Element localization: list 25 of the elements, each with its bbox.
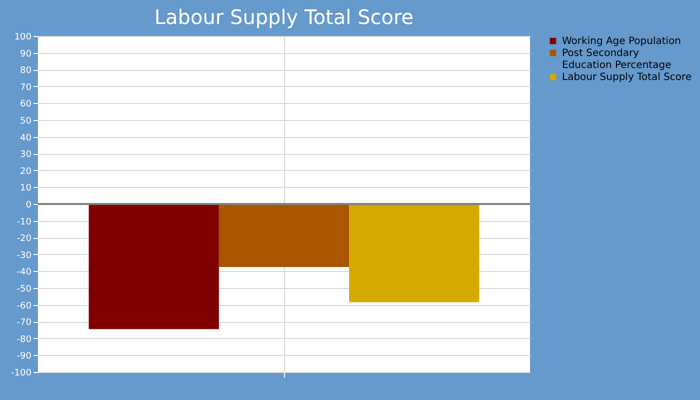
chart-title: Labour Supply Total Score <box>154 5 414 29</box>
y-tick-label: -50 <box>16 284 32 294</box>
y-tick-label: -90 <box>16 352 32 362</box>
y-tick-label: -10 <box>16 217 32 228</box>
legend-label: Post Secondary Education Percentage <box>562 48 672 71</box>
y-tick-label: 10 <box>20 184 32 194</box>
y-tick-label: -70 <box>16 318 32 328</box>
y-tick-label: -40 <box>16 268 32 278</box>
y-tick-label: 40 <box>20 133 32 144</box>
y-tick-label: 90 <box>20 49 32 60</box>
y-tick-label: -100 <box>11 368 32 378</box>
y-tick-label: 20 <box>20 166 32 177</box>
legend-label: Working Age Population <box>562 36 682 47</box>
legend-label: Labour Supply Total Score <box>562 72 692 83</box>
y-tick-label: 30 <box>20 150 32 160</box>
y-tick-label: -60 <box>16 301 32 312</box>
y-tick-label: 100 <box>14 32 32 42</box>
y-tick-label: 80 <box>20 66 32 76</box>
y-tick-label: -20 <box>16 234 32 244</box>
y-tick-label: 0 <box>26 200 32 210</box>
y-tick-label: 50 <box>20 116 32 126</box>
y-tick-label: -30 <box>16 250 32 261</box>
y-tick-label: 70 <box>20 82 32 93</box>
y-tick-label: -80 <box>16 334 32 345</box>
y-tick-label: 60 <box>20 100 32 110</box>
